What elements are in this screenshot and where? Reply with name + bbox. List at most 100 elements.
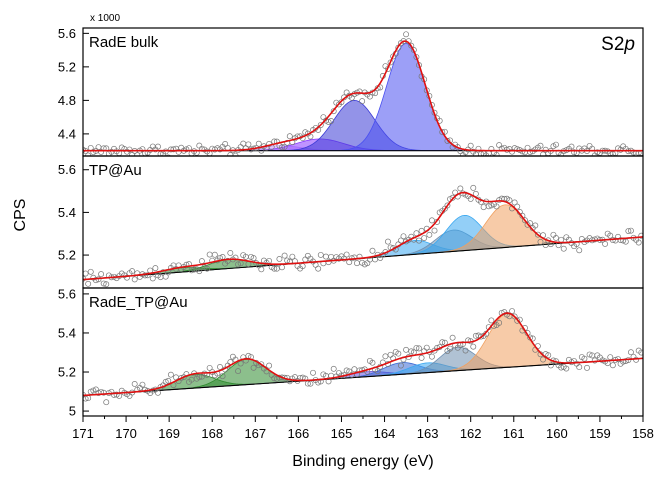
data-point xyxy=(235,368,242,375)
data-point xyxy=(178,375,185,381)
data-point xyxy=(571,149,578,156)
x-tick-label: 167 xyxy=(244,426,266,441)
data-point xyxy=(625,228,632,234)
data-point xyxy=(423,344,430,351)
data-point xyxy=(131,381,138,387)
data-point xyxy=(103,281,110,288)
y-axis-title: CPS xyxy=(12,199,29,232)
envelope-fit-line xyxy=(83,312,643,397)
data-point xyxy=(439,339,446,346)
data-point xyxy=(506,197,513,204)
envelope-fit-line xyxy=(83,40,643,152)
data-point xyxy=(198,258,205,265)
data-point xyxy=(416,237,422,244)
data-point xyxy=(317,122,324,128)
data-point xyxy=(537,142,544,149)
data-point xyxy=(540,356,547,363)
data-point xyxy=(343,251,350,258)
data-point xyxy=(413,54,420,61)
data-point xyxy=(542,146,549,153)
data-point xyxy=(95,144,102,151)
data-point xyxy=(85,280,92,287)
data-point xyxy=(421,235,428,242)
data-point xyxy=(503,146,510,153)
data-point xyxy=(315,265,322,272)
data-point xyxy=(83,270,89,277)
y-tick-label: 5.6 xyxy=(58,162,76,177)
data-point xyxy=(493,151,500,156)
data-point xyxy=(470,343,477,350)
data-point xyxy=(635,239,642,246)
data-point xyxy=(196,374,203,381)
data-point xyxy=(302,256,309,263)
x-tick-label: 159 xyxy=(589,426,611,441)
panel-1: 4.4 4.8 5.2 5.6 RadE bulk S2p xyxy=(58,26,644,157)
x-tick-label: 164 xyxy=(374,426,396,441)
panel-2: 5.2 5.4 5.6 TP@Au xyxy=(58,155,644,289)
data-point xyxy=(584,364,590,371)
data-point xyxy=(385,238,391,245)
data-point xyxy=(478,333,484,340)
data-point xyxy=(343,367,350,374)
data-point xyxy=(328,118,335,124)
data-point xyxy=(356,253,363,260)
data-point xyxy=(439,129,446,136)
data-point xyxy=(444,137,451,144)
data-point xyxy=(330,365,337,372)
panel-label: RadE bulk xyxy=(89,34,159,51)
x-tick-label: 158 xyxy=(632,426,654,441)
data-point xyxy=(369,359,376,366)
data-point xyxy=(286,133,293,140)
data-point xyxy=(374,368,381,375)
data-point xyxy=(211,251,218,258)
data-point xyxy=(563,365,570,372)
data-point xyxy=(330,108,337,115)
data-point xyxy=(403,31,410,38)
data-point xyxy=(470,184,477,191)
x-tick-label: 163 xyxy=(417,426,439,441)
data-point xyxy=(509,308,515,315)
data-point xyxy=(485,203,492,210)
data-point xyxy=(403,346,410,353)
data-point xyxy=(475,145,482,152)
region-label-orbital: p xyxy=(623,34,635,55)
data-point xyxy=(139,381,146,388)
y-tick-label: 5.6 xyxy=(58,26,76,41)
y-tick-label: 5.2 xyxy=(58,248,76,263)
data-point xyxy=(281,144,288,150)
data-point xyxy=(276,256,283,262)
data-point xyxy=(527,149,534,155)
data-point xyxy=(607,354,614,361)
data-point xyxy=(245,141,252,148)
data-point xyxy=(457,185,464,192)
x-tick-label: 168 xyxy=(201,426,223,441)
data-point xyxy=(323,253,329,260)
data-point xyxy=(325,119,332,125)
data-point xyxy=(496,319,503,326)
data-point xyxy=(271,265,278,272)
data-point xyxy=(366,93,373,100)
x-tick-label: 162 xyxy=(460,426,482,441)
data-point xyxy=(307,380,314,387)
data-point xyxy=(560,245,567,252)
x-tick-label: 169 xyxy=(158,426,180,441)
data-point xyxy=(408,42,415,49)
data-point xyxy=(227,152,234,156)
data-point xyxy=(395,350,402,357)
data-point xyxy=(558,236,565,243)
data-point xyxy=(255,140,262,147)
data-point xyxy=(568,143,575,150)
data-point xyxy=(281,252,288,259)
x-tick-label: 160 xyxy=(546,426,568,441)
data-point xyxy=(511,313,518,320)
panel-3: 5 5.2 5.4 5.6 RadE_TP@Au xyxy=(58,286,644,419)
data-point xyxy=(369,247,376,254)
panel-label: RadE_TP@Au xyxy=(89,294,188,311)
data-point xyxy=(537,238,544,245)
data-point xyxy=(341,255,347,262)
data-point xyxy=(514,317,521,324)
data-point xyxy=(514,203,521,210)
data-point xyxy=(609,362,616,369)
data-point xyxy=(382,353,389,360)
data-point xyxy=(591,357,598,364)
